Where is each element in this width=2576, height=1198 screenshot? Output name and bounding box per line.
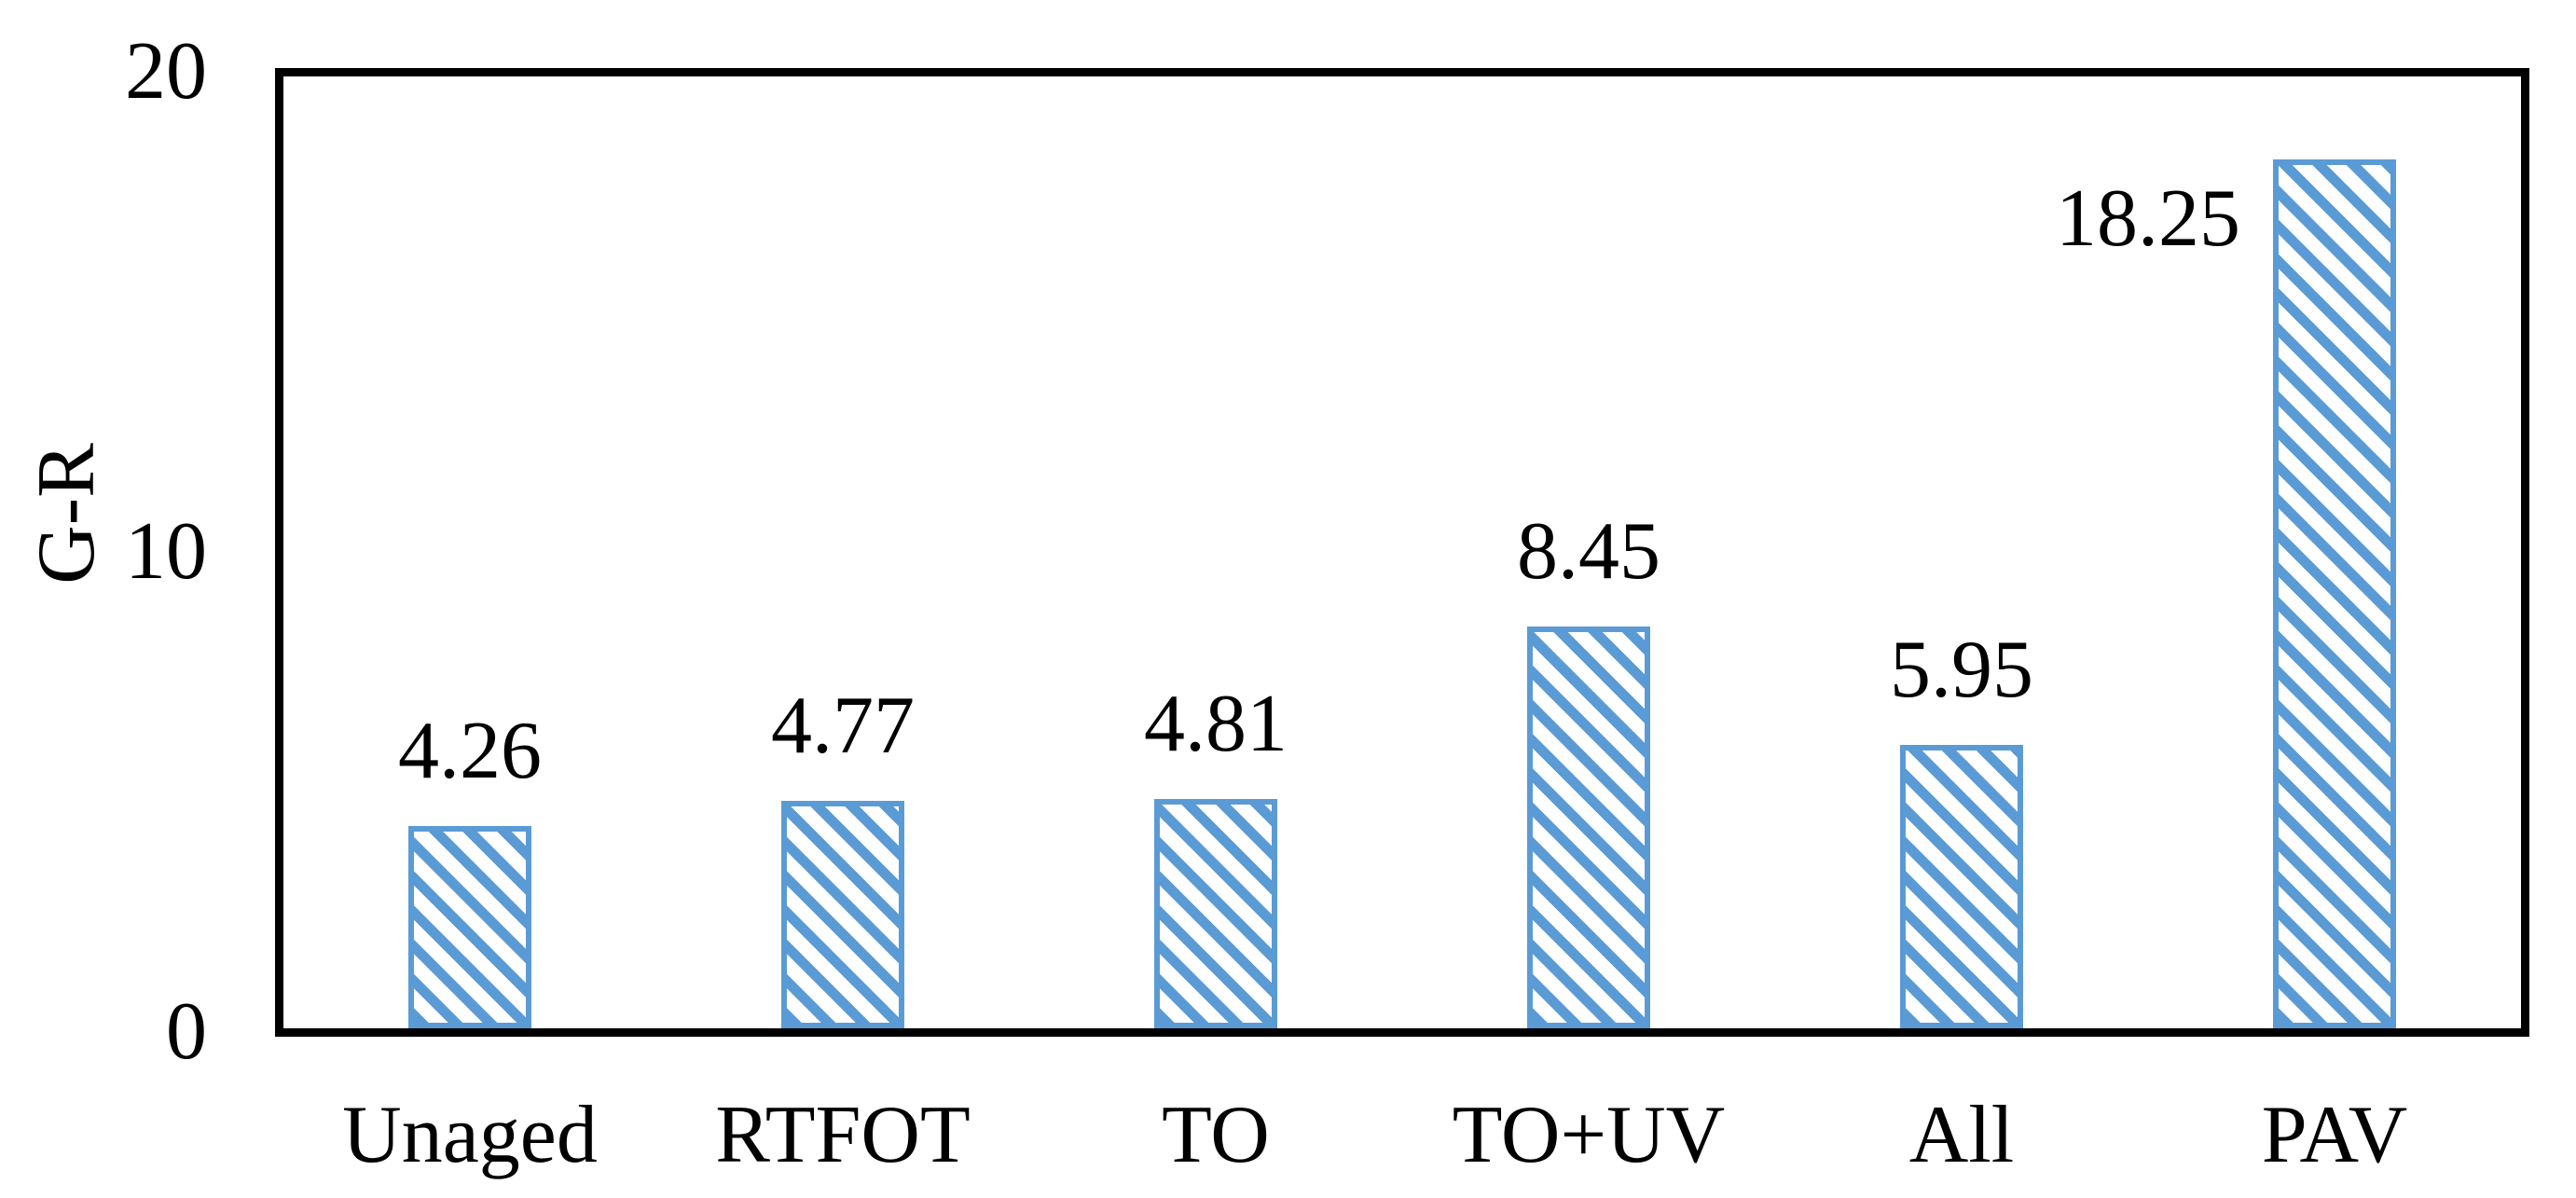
bar (2273, 159, 2396, 1028)
x-tick-label: RTFOT (715, 1090, 971, 1180)
bar (781, 801, 904, 1028)
bar (1900, 745, 2023, 1028)
value-label: 8.45 (1517, 506, 1660, 597)
x-tick-label: TO (1162, 1090, 1270, 1180)
x-tick-label: All (1908, 1090, 2015, 1180)
bar (1154, 799, 1277, 1028)
y-tick-label: 10 (125, 506, 207, 597)
value-label: 18.25 (2056, 173, 2240, 264)
x-tick-label: Unaged (342, 1090, 598, 1180)
plot-inner: 4.26 4.77 4.81 8.45 5.95 18.25 (283, 76, 2521, 1028)
bar-group: 4.26 (283, 76, 656, 1028)
bar (408, 826, 531, 1028)
value-label: 4.77 (771, 681, 915, 771)
value-label: 4.26 (398, 706, 542, 796)
bar-group: 18.25 (2056, 76, 2521, 1028)
plot-area: 4.26 4.77 4.81 8.45 5.95 18.25 (275, 68, 2529, 1037)
x-tick-label: PAV (2261, 1090, 2408, 1180)
y-tick-label: 0 (166, 986, 207, 1077)
bar (1527, 627, 1650, 1028)
bar-group: 4.81 (1029, 76, 1402, 1028)
x-axis-tick-labels: Unaged RTFOT TO TO+UV All PAV (283, 1084, 2521, 1187)
value-label: 4.81 (1144, 679, 1288, 769)
bar-group: 4.77 (656, 76, 1029, 1028)
bar-group: 8.45 (1402, 76, 1775, 1028)
x-tick-label: TO+UV (1452, 1090, 1726, 1180)
bar-group: 5.95 (1775, 76, 2148, 1028)
y-tick-label: 20 (125, 26, 207, 117)
value-label: 5.95 (1890, 625, 2033, 715)
